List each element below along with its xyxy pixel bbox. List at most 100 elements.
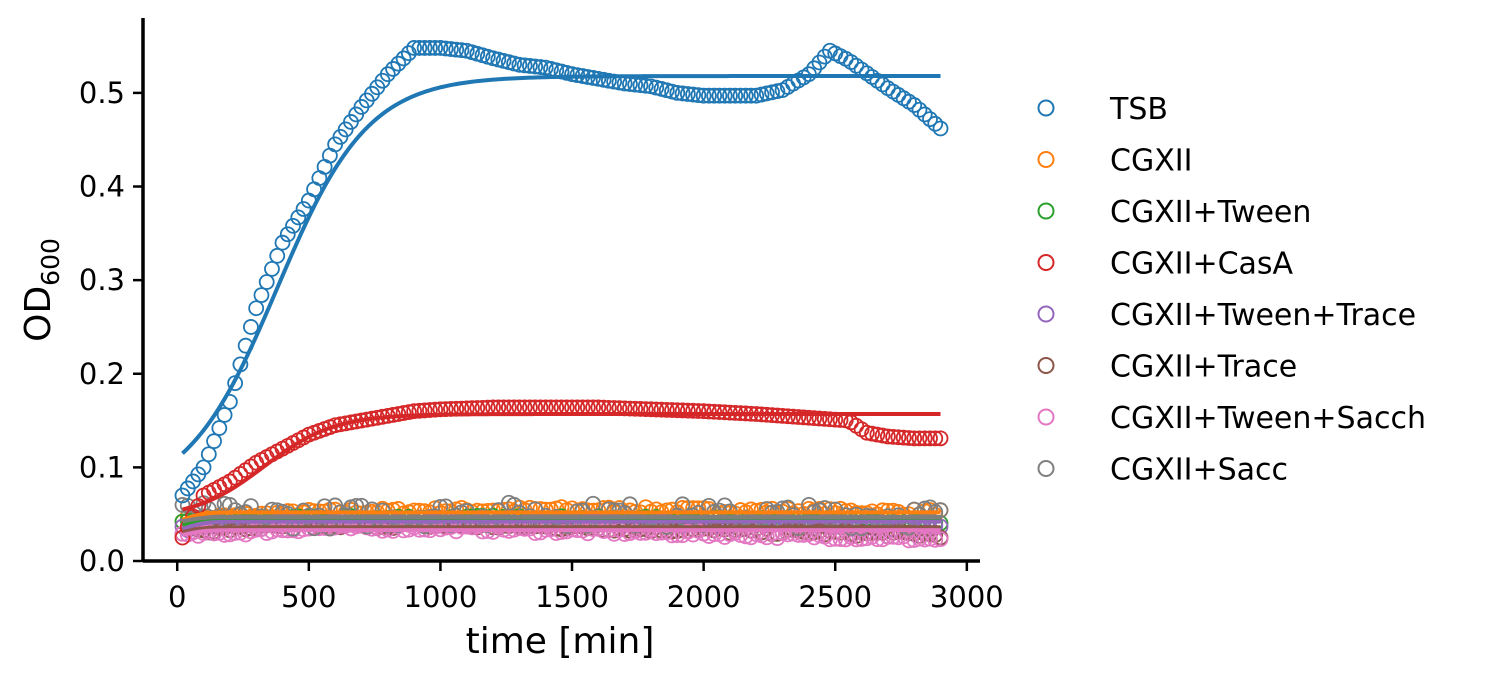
data-point: [801, 409, 817, 426]
data-point: [932, 120, 949, 137]
data-point: [200, 446, 217, 463]
data-point: [195, 459, 212, 476]
legend-label: CGXII: [1110, 144, 1192, 179]
data-point: [532, 59, 549, 75]
data-point: [906, 430, 923, 447]
plot-area: [174, 40, 949, 549]
data-point: [795, 409, 812, 426]
x-tick-label: 3000: [930, 580, 1004, 614]
data-point: [901, 430, 917, 446]
data-point: [864, 425, 880, 442]
x-tick-label: 1000: [404, 580, 478, 614]
legend-label: CGXII+Tween+Trace: [1110, 298, 1416, 333]
legend-marker: [1037, 151, 1055, 168]
data-point: [527, 58, 544, 75]
data-point: [869, 426, 886, 443]
data-point: [421, 402, 438, 418]
data-point: [890, 429, 907, 446]
data-point: [690, 403, 707, 419]
legend-label: CGXII+Trace: [1110, 350, 1297, 385]
data-point: [674, 85, 691, 102]
legend-marker: [1037, 357, 1055, 374]
data-point: [895, 429, 912, 446]
data-point: [600, 72, 617, 89]
y-tick-label: 0.1: [79, 450, 125, 484]
data-point: [290, 209, 307, 226]
data-point: [443, 41, 459, 57]
data-point: [637, 401, 654, 418]
data-point: [648, 401, 665, 418]
data-point: [916, 531, 933, 548]
data-point: [421, 40, 438, 56]
data-point: [206, 433, 222, 450]
data-point: [879, 428, 896, 445]
data-point: [690, 87, 707, 104]
data-point: [706, 403, 723, 420]
legend-label: CGXII+Tween: [1110, 195, 1311, 230]
data-point: [727, 87, 744, 104]
data-point: [695, 403, 712, 420]
data-point: [643, 401, 659, 418]
data-point: [385, 61, 401, 77]
x-axis: 0 500 1000 1500 2000 2500 3000: [143, 559, 1004, 614]
data-point: [274, 234, 291, 251]
legend-item: CGXII+CasA: [1037, 247, 1294, 282]
data-point: [822, 531, 838, 548]
legend-label: CGXII+Tween+Sacch: [1110, 401, 1426, 436]
data-point: [679, 402, 696, 419]
data-point: [279, 226, 296, 243]
data-point: [785, 408, 802, 425]
data-point: [911, 101, 928, 118]
data-point: [285, 217, 301, 234]
y-axis: 0.0 0.1 0.2 0.3 0.4 0.5: [79, 18, 145, 578]
data-point: [685, 402, 701, 419]
data-point: [658, 401, 675, 418]
data-point: [390, 55, 407, 72]
legend-item: CGXII+Tween+Trace: [1037, 298, 1416, 333]
y-tick-label: 0.5: [79, 76, 125, 110]
x-tick-label: 1500: [535, 580, 609, 614]
data-point: [411, 402, 428, 419]
data-point: [927, 531, 944, 548]
fit-line-cgxii: [181, 510, 941, 522]
data-point: [406, 403, 423, 420]
data-point: [411, 40, 428, 56]
y-tick-label: 0.2: [79, 357, 125, 391]
data-point: [922, 430, 938, 447]
data-point: [858, 424, 875, 441]
data-point: [711, 87, 728, 104]
data-point: [895, 524, 912, 541]
data-point: [416, 40, 433, 56]
data-point: [869, 531, 886, 548]
data-point: [637, 77, 654, 94]
legend-marker: [1037, 202, 1055, 220]
data-point: [679, 86, 696, 102]
data-point: [806, 410, 823, 427]
legend-item: CGXII+Tween: [1037, 195, 1311, 230]
data-point: [695, 87, 712, 104]
y-axis-label-main: OD: [18, 286, 59, 342]
legend-marker: [1037, 408, 1055, 426]
data-point: [916, 430, 933, 447]
legend-label: CGXII+Sacc: [1110, 453, 1288, 488]
data-point: [669, 402, 686, 419]
data-point: [811, 410, 828, 427]
fit-line-cgxii-trace: [182, 525, 941, 535]
data-point: [911, 430, 928, 447]
data-point: [243, 319, 259, 335]
data-point: [906, 97, 923, 113]
x-tick-label: 2500: [798, 580, 872, 614]
data-point: [811, 54, 828, 71]
data-point: [400, 404, 417, 421]
fit-line-tsb: [181, 74, 941, 455]
y-tick-label: 0.4: [79, 170, 125, 204]
legend-item: TSB: [1037, 92, 1168, 127]
series-tsb-markers: [174, 40, 949, 504]
data-point: [674, 402, 691, 419]
y-axis-label-subscript: 600: [36, 238, 65, 286]
data-point: [874, 427, 891, 444]
legend-label: TSB: [1109, 92, 1168, 127]
fit-line-cgxii-sacc: [182, 515, 941, 524]
data-point: [701, 87, 717, 104]
data-point: [816, 48, 833, 65]
